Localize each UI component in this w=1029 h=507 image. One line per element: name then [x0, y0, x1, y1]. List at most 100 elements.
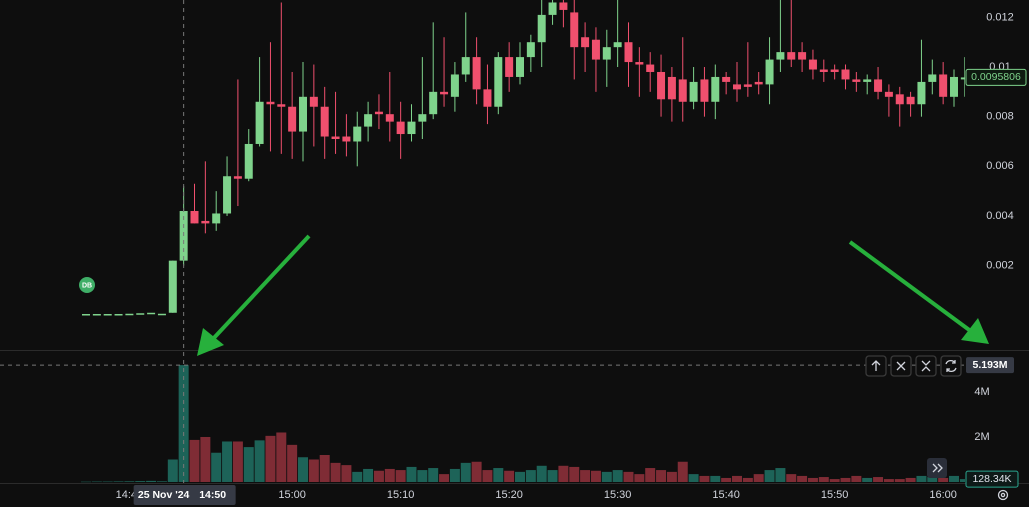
pane-buttons: [865, 355, 1009, 501]
crosshair-time-box: [133, 485, 236, 505]
x-tick-label: 15:50: [821, 489, 849, 501]
volume-bar: [113, 481, 124, 482]
volume-bar: [493, 468, 504, 482]
settings-button[interactable]: [997, 489, 1009, 501]
candle-body: [950, 76, 958, 97]
y-tick-label: 2M: [974, 431, 989, 443]
arrow-shaft: [210, 234, 311, 342]
candle-body: [581, 37, 590, 48]
annotation-label: DB: [82, 282, 92, 289]
volume-bar: [525, 470, 536, 482]
volume-bar: [135, 481, 146, 482]
candle-body: [711, 76, 720, 102]
candle-body: [537, 14, 546, 43]
candle-body: [917, 81, 926, 105]
candle-body: [82, 314, 90, 316]
candle-body: [722, 76, 731, 82]
volume-bar: [276, 432, 287, 482]
candle-body: [364, 114, 373, 127]
last-volume-label: 128.34K: [972, 473, 1011, 485]
volume-bar: [254, 440, 265, 482]
candle-body: [407, 121, 416, 135]
maximize-button[interactable]: [940, 355, 962, 377]
volume-bar: [710, 475, 721, 482]
volume-bar: [938, 477, 949, 482]
volume-bar: [439, 474, 450, 482]
volume-bar: [764, 470, 775, 482]
candle-body: [939, 74, 948, 97]
candle-body: [960, 77, 965, 80]
candle-body: [223, 176, 232, 214]
volume-bar: [634, 474, 645, 482]
candle-body: [288, 106, 297, 132]
volume-bar: [308, 459, 319, 482]
volume-bar: [373, 470, 384, 482]
annotation-badge: [79, 277, 95, 293]
candle-body: [516, 57, 524, 77]
candle-body: [689, 81, 698, 102]
volume-bar: [623, 471, 634, 482]
last-price-label: 0.0095806: [971, 71, 1021, 83]
volume-bar: [905, 477, 916, 482]
volume-bar: [883, 479, 894, 482]
collapse-button[interactable]: [915, 355, 937, 377]
candle-body: [147, 312, 156, 315]
candle-body: [624, 42, 633, 63]
volume-bar: [460, 462, 471, 482]
x-tick-label: 16:00: [929, 489, 957, 501]
candle-body: [125, 313, 134, 316]
candle-body: [472, 57, 481, 90]
volume-bar: [536, 465, 547, 482]
candle-body: [787, 52, 796, 60]
volume-bar: [167, 459, 178, 482]
crosshair-value-box: [966, 357, 1014, 374]
x-tick-label: 15:00: [278, 489, 306, 501]
candle-body: [450, 74, 459, 97]
candle-body: [776, 52, 785, 60]
volume-bar: [102, 481, 113, 483]
arrow-head: [961, 318, 989, 344]
candle-body: [233, 176, 242, 179]
candle-body: [255, 101, 264, 144]
scroll-icon: [932, 463, 943, 473]
candle-body: [928, 74, 937, 82]
y-tick-label: 0.012: [986, 11, 1014, 23]
volume-bar: [504, 470, 515, 482]
candle-body: [212, 213, 221, 224]
volume-bar: [81, 481, 91, 483]
candle-body: [309, 96, 318, 107]
price-pane: [82, 0, 965, 316]
volume-bar: [178, 365, 189, 482]
candle-body: [646, 64, 655, 72]
candle-body: [602, 47, 611, 60]
volume-bar: [580, 470, 591, 482]
y-tick-label: 0.006: [986, 160, 1014, 172]
x-tick-label: 15:10: [387, 489, 415, 501]
candle-body: [743, 84, 752, 87]
volume-bar: [677, 461, 688, 482]
candle-body: [136, 313, 145, 315]
candle-body: [613, 42, 622, 48]
volume-bar: [656, 470, 667, 482]
candle-body: [353, 126, 362, 142]
close-icon: [896, 361, 906, 371]
candle-body: [798, 52, 807, 60]
volume-bar: [797, 475, 808, 482]
volume-bar: [189, 439, 200, 482]
volume-bar: [471, 461, 482, 482]
volume-bar: [298, 457, 308, 482]
volume-bar: [547, 470, 558, 482]
candle-body: [863, 79, 872, 82]
candle-body: [819, 69, 828, 72]
volume-bar: [428, 468, 439, 482]
volume-bar: [146, 480, 157, 482]
volume-bar: [417, 470, 428, 482]
candle-body: [733, 84, 741, 90]
volume-bar: [721, 477, 732, 482]
volume-bar: [851, 475, 862, 482]
arrow-head: [197, 328, 224, 356]
volume-bar: [862, 477, 873, 482]
volume-bar: [775, 468, 786, 482]
volume-bar: [959, 479, 965, 482]
